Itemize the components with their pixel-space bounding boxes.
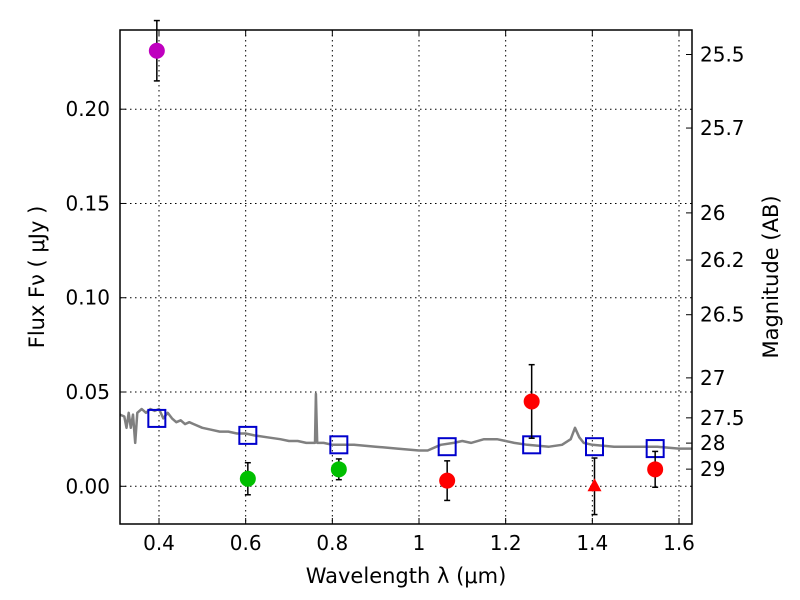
grid-layer bbox=[120, 30, 692, 524]
right-tick-label: 25.5 bbox=[700, 43, 745, 67]
right-tick-label: 26.2 bbox=[700, 248, 745, 272]
data-point bbox=[647, 461, 664, 478]
data-point bbox=[148, 42, 165, 59]
model-square bbox=[585, 437, 604, 457]
x-tick-label: 1 bbox=[413, 531, 426, 555]
data-point bbox=[439, 472, 456, 489]
right-tick-label: 25.7 bbox=[700, 116, 745, 140]
model-square bbox=[437, 437, 457, 457]
tick-layer: 0.4 0.6 0.8 1 1.2 1.4 1.6 0.00 0.05 0.10 0.15 0.20 2… bbox=[65, 30, 745, 555]
model-square bbox=[147, 408, 167, 428]
right-tick-label: 27.5 bbox=[700, 406, 745, 430]
right-tick-label: 28 bbox=[700, 431, 725, 455]
model-square bbox=[329, 435, 349, 455]
plot-frame bbox=[119, 29, 693, 525]
right-tick-label: 27 bbox=[700, 366, 725, 390]
upper-limit-marker bbox=[587, 478, 602, 492]
x-tick-label: 1.6 bbox=[663, 531, 695, 555]
right-axis-label: Magnitude (AB) bbox=[759, 195, 783, 358]
y-tick-label: 0.15 bbox=[65, 191, 110, 215]
right-tick-label: 26 bbox=[700, 201, 725, 225]
x-tick-label: 0.6 bbox=[230, 531, 262, 555]
x-tick-label: 0.8 bbox=[316, 531, 348, 555]
data-point bbox=[523, 393, 540, 410]
y-tick-label: 0.05 bbox=[65, 380, 110, 404]
x-axis-label: Wavelength λ (μm) bbox=[306, 564, 507, 588]
y-axis-label: Flux Fν ( μJy ) bbox=[25, 206, 49, 349]
spectrum-layer bbox=[119, 392, 692, 452]
right-tick-label: 29 bbox=[700, 457, 725, 481]
x-tick-label: 1.4 bbox=[576, 531, 608, 555]
marker-layer bbox=[147, 19, 665, 516]
x-tick-label: 0.4 bbox=[143, 531, 175, 555]
data-point bbox=[239, 470, 256, 487]
y-tick-label: 0.00 bbox=[65, 474, 110, 498]
model-square bbox=[238, 425, 258, 445]
x-tick-label: 1.2 bbox=[490, 531, 522, 555]
y-tick-label: 0.10 bbox=[65, 286, 110, 310]
data-point bbox=[330, 461, 347, 478]
spectrum-line bbox=[119, 392, 692, 452]
y-tick-label: 0.20 bbox=[65, 97, 110, 121]
right-tick-label: 26.5 bbox=[700, 303, 745, 327]
